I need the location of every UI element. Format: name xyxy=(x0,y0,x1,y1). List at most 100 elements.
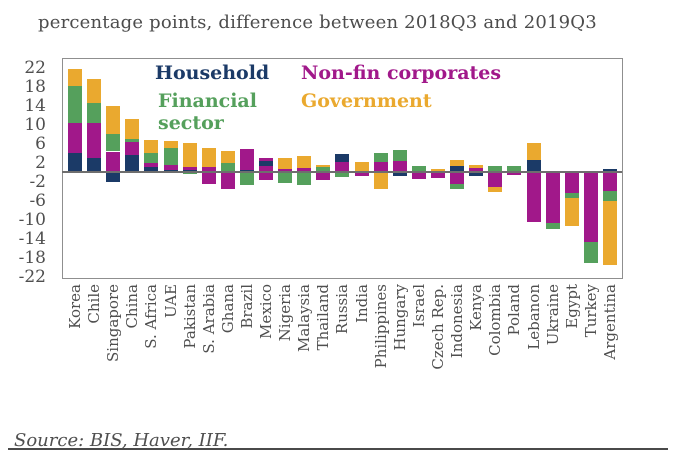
x-label-israel: Israel xyxy=(409,284,428,328)
bar-segment-s-arabia-non-fin-corporates xyxy=(201,166,216,173)
bar-segment-thailand-financial-sector xyxy=(316,166,331,173)
y-tick-label: 22 xyxy=(24,57,46,78)
bar-segment-singapore-financial-sector xyxy=(106,133,121,152)
x-label-ukraine: Ukraine xyxy=(543,284,562,346)
bar-segment-korea-household xyxy=(68,153,82,173)
bar-segment-chile-government xyxy=(87,79,102,104)
bar-segment-philippines-non-fin-corporates xyxy=(373,161,388,173)
bar-segment-argentina-household xyxy=(602,169,617,173)
bar-segment-poland-financial-sector xyxy=(507,165,522,173)
bar-segment-malaysia-financial-sector xyxy=(297,172,312,185)
legend-government: Government xyxy=(301,90,432,112)
bar-segment-malaysia-non-fin-corporates xyxy=(297,168,312,173)
bar-segment-uae-government xyxy=(163,140,178,149)
x-label-philippines: Philippines xyxy=(371,284,390,369)
x-label-s-africa: S. Africa xyxy=(142,284,161,349)
x-label-egypt: Egypt xyxy=(562,284,581,329)
y-tick-label: -14 xyxy=(18,228,46,249)
bar-segment-malaysia-government xyxy=(297,156,312,169)
y-tick-label: 18 xyxy=(24,76,46,97)
bar-segment-brazil-non-fin-corporates xyxy=(239,149,254,171)
bar-segment-indonesia-financial-sector xyxy=(450,184,465,189)
bar-segment-poland-non-fin-corporates xyxy=(507,172,522,176)
x-label-czech-rep-: Czech Rep. xyxy=(429,284,448,370)
y-tick-label: -10 xyxy=(18,209,46,230)
bar-segment-lebanon-household xyxy=(526,160,541,173)
bar-segment-hungary-non-fin-corporates xyxy=(392,160,407,173)
bar-segment-mexico-non-fin-corporates xyxy=(259,165,274,173)
x-label-colombia: Colombia xyxy=(486,284,505,356)
x-label-turkey: Turkey xyxy=(581,284,600,338)
bar-segment-kenya-non-fin-corporates xyxy=(469,167,484,173)
bar-segment-russia-household xyxy=(335,154,350,162)
bar-segment-czech-rep--non-fin-corporates xyxy=(431,172,446,179)
bar-segment-czech-rep--government xyxy=(431,168,446,173)
bar-segment-egypt-government xyxy=(564,197,579,226)
x-label-brazil: Brazil xyxy=(237,284,256,329)
bar-segment-china-financial-sector xyxy=(125,139,140,142)
bar-segment-kenya-household xyxy=(469,172,484,177)
bar-segment-indonesia-household xyxy=(450,165,465,173)
bar-segment-indonesia-government xyxy=(450,160,465,166)
bar-segment-pakistan-non-fin-corporates xyxy=(182,166,197,170)
bar-segment-nigeria-financial-sector xyxy=(278,172,293,184)
bar-segment-pakistan-financial-sector xyxy=(182,172,197,175)
x-label-malaysia: Malaysia xyxy=(295,284,314,352)
chart-title: percentage points, difference between 20… xyxy=(38,12,597,33)
bar-segment-chile-financial-sector xyxy=(87,103,102,123)
y-tick-label: -22 xyxy=(18,266,46,287)
bar-segment-russia-financial-sector xyxy=(335,172,350,178)
x-label-indonesia: Indonesia xyxy=(448,284,467,359)
bar-segment-india-non-fin-corporates xyxy=(354,172,369,177)
x-label-uae: UAE xyxy=(161,284,180,318)
source-note: Source: BIS, Haver, IIF. xyxy=(14,430,229,451)
x-label-poland: Poland xyxy=(505,284,524,336)
bar-segment-turkey-financial-sector xyxy=(583,241,598,263)
bar-segment-korea-government xyxy=(68,68,82,86)
bar-segment-argentina-government xyxy=(602,200,617,266)
x-label-kenya: Kenya xyxy=(467,284,486,331)
x-label-ghana: Ghana xyxy=(218,284,237,334)
bar-segment-egypt-financial-sector xyxy=(564,193,579,198)
bar-segment-colombia-non-fin-corporates xyxy=(488,172,503,187)
bar-segment-china-government xyxy=(125,119,140,140)
y-tick-label: -6 xyxy=(29,190,46,211)
bar-segment-korea-non-fin-corporates xyxy=(68,123,82,154)
bar-segment-thailand-non-fin-corporates xyxy=(316,172,331,180)
x-label-korea: Korea xyxy=(66,284,84,329)
bar-segment-egypt-non-fin-corporates xyxy=(564,172,579,194)
bar-segment-singapore-government xyxy=(106,106,121,134)
x-label-india: India xyxy=(352,284,371,323)
bar-segment-lebanon-government xyxy=(526,143,541,161)
bar-segment-singapore-non-fin-corporates xyxy=(106,151,121,173)
bar-segment-philippines-government xyxy=(373,172,388,189)
bar-segment-uae-financial-sector xyxy=(163,148,178,166)
bar-segment-s-africa-household xyxy=(144,167,159,173)
bar-segment-mexico-non-fin-corporates xyxy=(259,172,274,180)
legend-household: Household xyxy=(155,62,270,84)
x-label-lebanon: Lebanon xyxy=(524,284,543,350)
bar-segment-china-non-fin-corporates xyxy=(125,141,140,156)
x-label-s-arabia: S. Arabia xyxy=(199,284,218,354)
zero-axis-line xyxy=(62,171,622,173)
bar-segment-mexico-non-fin-corporates xyxy=(259,158,274,162)
bar-segment-thailand-government xyxy=(316,165,331,167)
y-tick-label: 14 xyxy=(24,95,46,116)
bar-segment-indonesia-non-fin-corporates xyxy=(450,172,465,185)
bar-segment-israel-financial-sector xyxy=(411,165,426,173)
bar-segment-s-africa-government xyxy=(144,139,159,154)
y-tick-label: 2 xyxy=(35,152,46,173)
bar-segment-ukraine-financial-sector xyxy=(545,222,560,230)
y-tick-label: 10 xyxy=(24,114,46,135)
bar-segment-russia-non-fin-corporates xyxy=(335,161,350,173)
bar-segment-nigeria-government xyxy=(278,158,293,169)
bar-segment-nigeria-non-fin-corporates xyxy=(278,168,293,173)
x-label-argentina: Argentina xyxy=(600,284,619,360)
y-tick-label: 6 xyxy=(35,133,46,154)
y-tick-label: -18 xyxy=(18,247,46,268)
bar-segment-chile-household xyxy=(87,157,102,173)
legend-nonfin-corporates: Non-fin corporates xyxy=(301,62,502,84)
bar-segment-pakistan-government xyxy=(182,143,197,167)
bar-segment-china-household xyxy=(125,155,140,173)
